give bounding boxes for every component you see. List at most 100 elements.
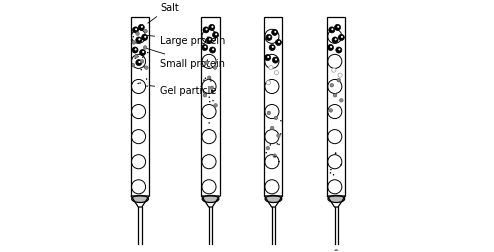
Circle shape (212, 33, 218, 39)
Circle shape (137, 83, 139, 85)
Circle shape (265, 105, 279, 119)
Circle shape (134, 49, 137, 51)
Text: Large protein: Large protein (145, 36, 226, 46)
Circle shape (270, 127, 274, 130)
Text: Small protein: Small protein (146, 49, 225, 68)
Circle shape (135, 29, 137, 31)
Ellipse shape (132, 196, 148, 203)
Circle shape (339, 99, 343, 103)
Circle shape (215, 34, 217, 36)
Circle shape (330, 47, 332, 49)
Circle shape (333, 174, 334, 176)
Circle shape (206, 38, 212, 44)
Circle shape (329, 172, 331, 174)
Circle shape (278, 161, 280, 163)
Circle shape (137, 56, 139, 58)
Circle shape (209, 102, 210, 103)
Circle shape (328, 130, 342, 144)
Circle shape (137, 33, 139, 35)
Circle shape (209, 39, 211, 41)
Circle shape (144, 37, 146, 39)
Circle shape (142, 35, 144, 37)
Circle shape (334, 249, 338, 252)
Circle shape (135, 52, 136, 53)
Ellipse shape (265, 196, 282, 203)
Circle shape (265, 130, 279, 144)
Circle shape (337, 27, 339, 29)
Circle shape (132, 28, 138, 34)
Circle shape (266, 147, 270, 150)
Circle shape (335, 153, 336, 154)
Circle shape (338, 49, 340, 51)
Circle shape (328, 55, 342, 69)
Circle shape (277, 143, 278, 145)
Circle shape (136, 28, 137, 30)
Circle shape (202, 30, 216, 44)
Circle shape (267, 112, 271, 115)
Circle shape (328, 45, 333, 51)
Circle shape (275, 59, 277, 61)
Circle shape (272, 58, 279, 64)
Circle shape (210, 87, 213, 90)
Circle shape (146, 86, 148, 87)
Ellipse shape (328, 196, 345, 203)
Circle shape (132, 37, 134, 38)
Circle shape (280, 134, 282, 135)
Circle shape (147, 53, 149, 54)
Circle shape (328, 105, 342, 119)
Circle shape (337, 79, 340, 83)
Circle shape (136, 38, 142, 44)
Circle shape (328, 80, 342, 94)
Circle shape (265, 155, 279, 169)
Circle shape (269, 66, 273, 71)
Circle shape (135, 55, 137, 57)
Circle shape (138, 62, 140, 64)
Circle shape (265, 55, 279, 69)
Circle shape (278, 42, 280, 44)
Circle shape (145, 67, 148, 70)
Circle shape (333, 94, 337, 98)
Circle shape (334, 39, 337, 41)
Circle shape (202, 105, 216, 119)
Circle shape (209, 25, 215, 31)
Circle shape (280, 120, 282, 122)
Circle shape (212, 49, 214, 51)
Circle shape (205, 78, 206, 80)
Circle shape (202, 45, 208, 51)
Circle shape (203, 80, 205, 82)
Circle shape (143, 47, 147, 50)
Circle shape (328, 30, 342, 44)
Circle shape (265, 180, 279, 194)
Circle shape (138, 41, 140, 42)
Circle shape (203, 94, 207, 98)
Circle shape (202, 130, 216, 144)
Circle shape (330, 84, 333, 88)
Circle shape (211, 27, 213, 29)
Circle shape (213, 67, 217, 70)
Circle shape (272, 30, 278, 36)
Circle shape (131, 155, 146, 169)
Text: Gel particle: Gel particle (149, 86, 216, 96)
Circle shape (266, 81, 271, 85)
Circle shape (132, 48, 138, 54)
Circle shape (273, 154, 277, 158)
Circle shape (334, 25, 340, 31)
Circle shape (329, 109, 332, 113)
Circle shape (341, 37, 343, 39)
Circle shape (140, 39, 141, 40)
Circle shape (131, 55, 146, 69)
Circle shape (272, 47, 274, 49)
Circle shape (208, 97, 210, 99)
Circle shape (140, 50, 146, 56)
Circle shape (203, 28, 209, 34)
Circle shape (144, 30, 147, 34)
Circle shape (277, 134, 280, 138)
Circle shape (131, 64, 135, 68)
Circle shape (332, 38, 338, 44)
Circle shape (206, 29, 207, 31)
Circle shape (131, 80, 146, 94)
Circle shape (142, 57, 144, 59)
Circle shape (209, 79, 210, 81)
Circle shape (132, 42, 135, 45)
Circle shape (276, 40, 282, 46)
